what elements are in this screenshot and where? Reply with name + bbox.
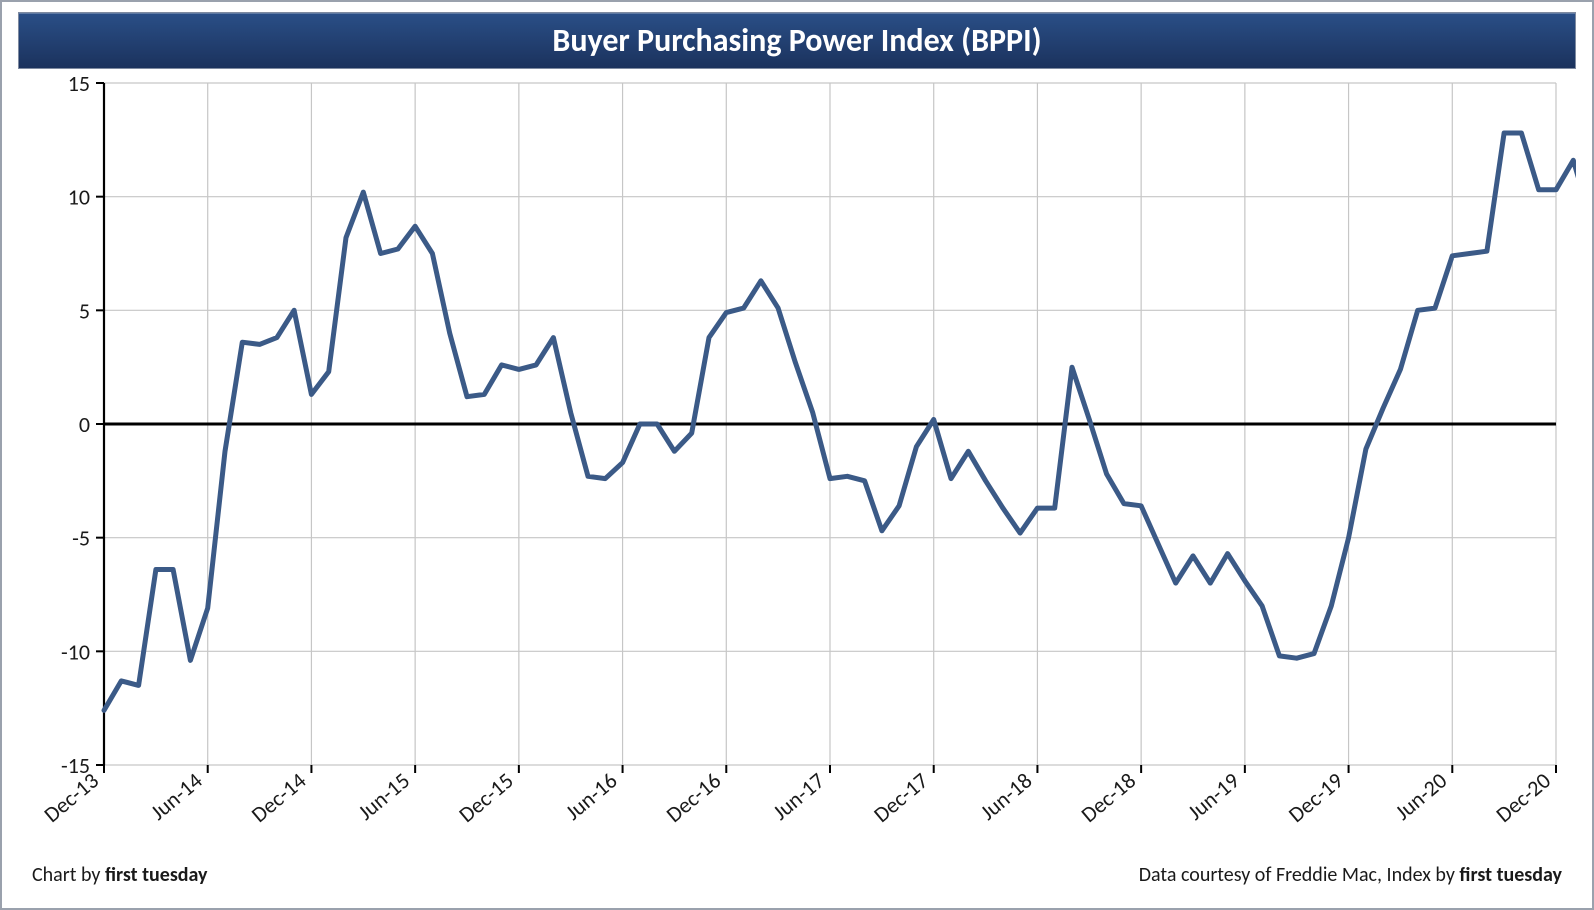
svg-text:Jun-14: Jun-14 — [145, 767, 208, 826]
chart-area: -15-10-5051015Dec-13Jun-14Dec-14Jun-15De… — [18, 73, 1576, 893]
svg-text:Jun-16: Jun-16 — [560, 767, 623, 826]
svg-text:Jun-15: Jun-15 — [352, 767, 415, 826]
credit-right-prefix: Data courtesy of Freddie Mac, Index by — [1139, 863, 1460, 887]
svg-text:Dec-18: Dec-18 — [1076, 767, 1141, 828]
credit-left-bold: first tuesday — [105, 863, 208, 887]
svg-text:Dec-16: Dec-16 — [661, 767, 726, 828]
svg-text:Dec-19: Dec-19 — [1283, 767, 1348, 828]
svg-text:-5: -5 — [72, 525, 90, 552]
svg-text:Dec-14: Dec-14 — [246, 767, 311, 828]
svg-text:Dec-17: Dec-17 — [868, 767, 933, 828]
chart-title: Buyer Purchasing Power Index (BPPI) — [18, 12, 1576, 69]
chart-container: Buyer Purchasing Power Index (BPPI) -15-… — [0, 0, 1594, 910]
credit-right: Data courtesy of Freddie Mac, Index by f… — [1139, 863, 1562, 887]
svg-text:Dec-15: Dec-15 — [453, 767, 518, 828]
svg-text:5: 5 — [79, 297, 90, 324]
credit-left: Chart by first tuesday — [32, 863, 208, 887]
svg-text:Dec-20: Dec-20 — [1490, 767, 1555, 828]
svg-text:Jun-19: Jun-19 — [1182, 767, 1245, 826]
svg-text:Jun-18: Jun-18 — [975, 767, 1038, 826]
svg-text:Jun-20: Jun-20 — [1389, 767, 1452, 826]
svg-text:0: 0 — [79, 411, 90, 438]
line-chart-svg: -15-10-5051015Dec-13Jun-14Dec-14Jun-15De… — [18, 73, 1576, 863]
svg-text:15: 15 — [68, 73, 90, 97]
credit-right-bold: first tuesday — [1459, 863, 1562, 887]
svg-text:Jun-17: Jun-17 — [767, 767, 830, 826]
credits-row: Chart by first tuesday Data courtesy of … — [32, 863, 1562, 887]
svg-text:10: 10 — [68, 184, 90, 211]
credit-left-prefix: Chart by — [32, 863, 105, 887]
svg-text:-10: -10 — [61, 638, 90, 665]
